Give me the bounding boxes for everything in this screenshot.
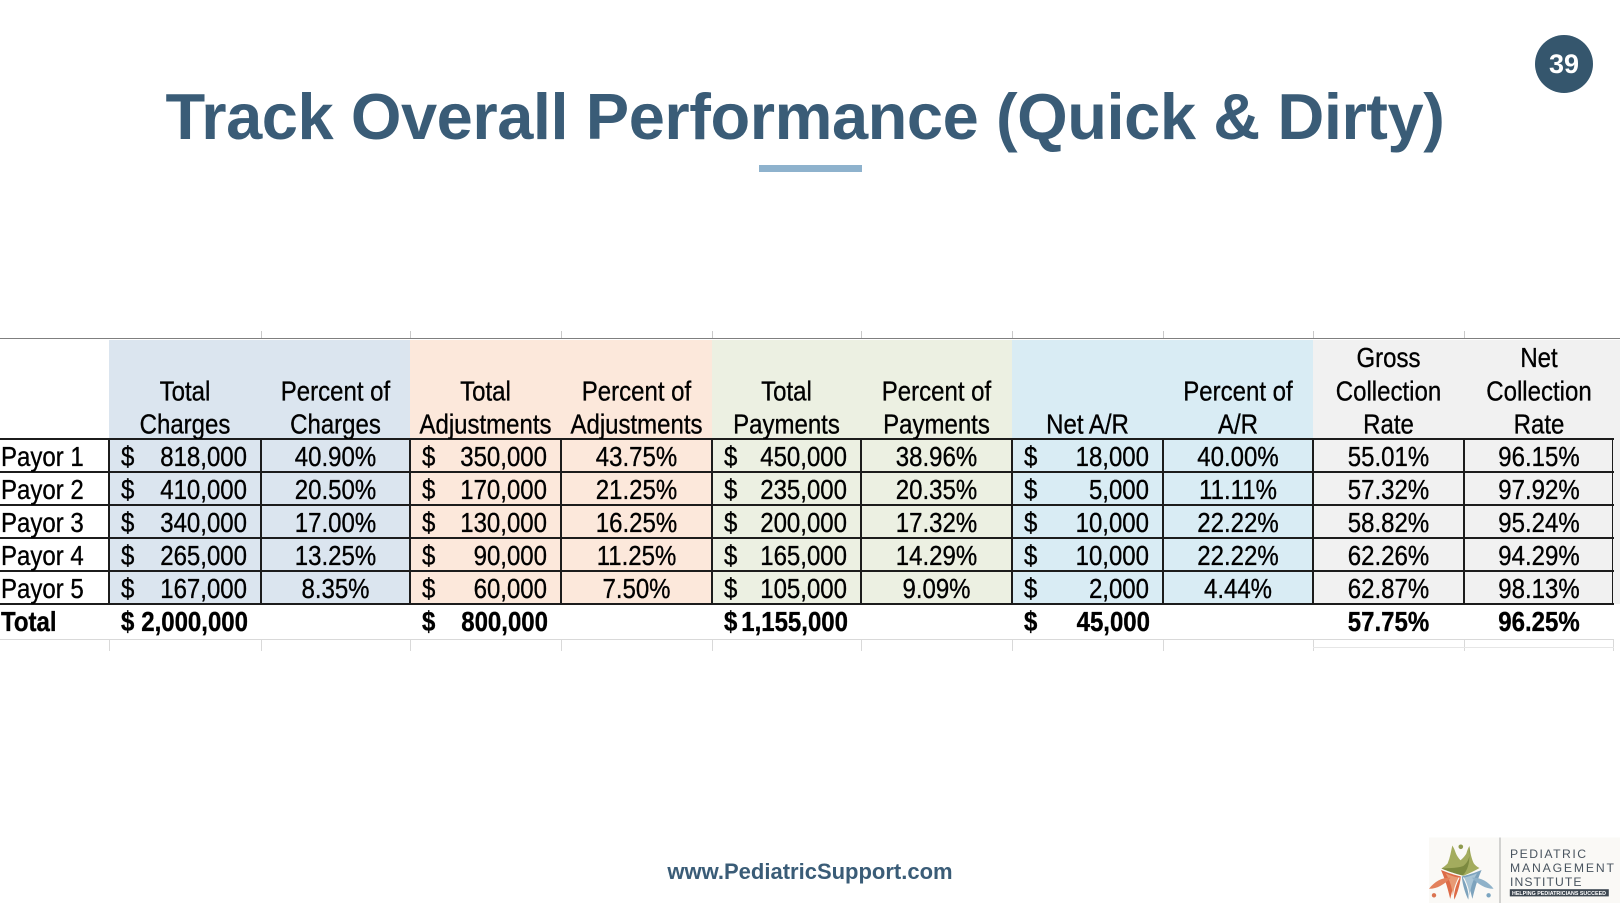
svg-text:INSTITUTE: INSTITUTE (1510, 875, 1582, 889)
svg-text:HELPING PEDIATRICIANS SUCCEED: HELPING PEDIATRICIANS SUCCEED (1512, 891, 1606, 897)
svg-text:PEDIATRIC: PEDIATRIC (1510, 847, 1586, 861)
